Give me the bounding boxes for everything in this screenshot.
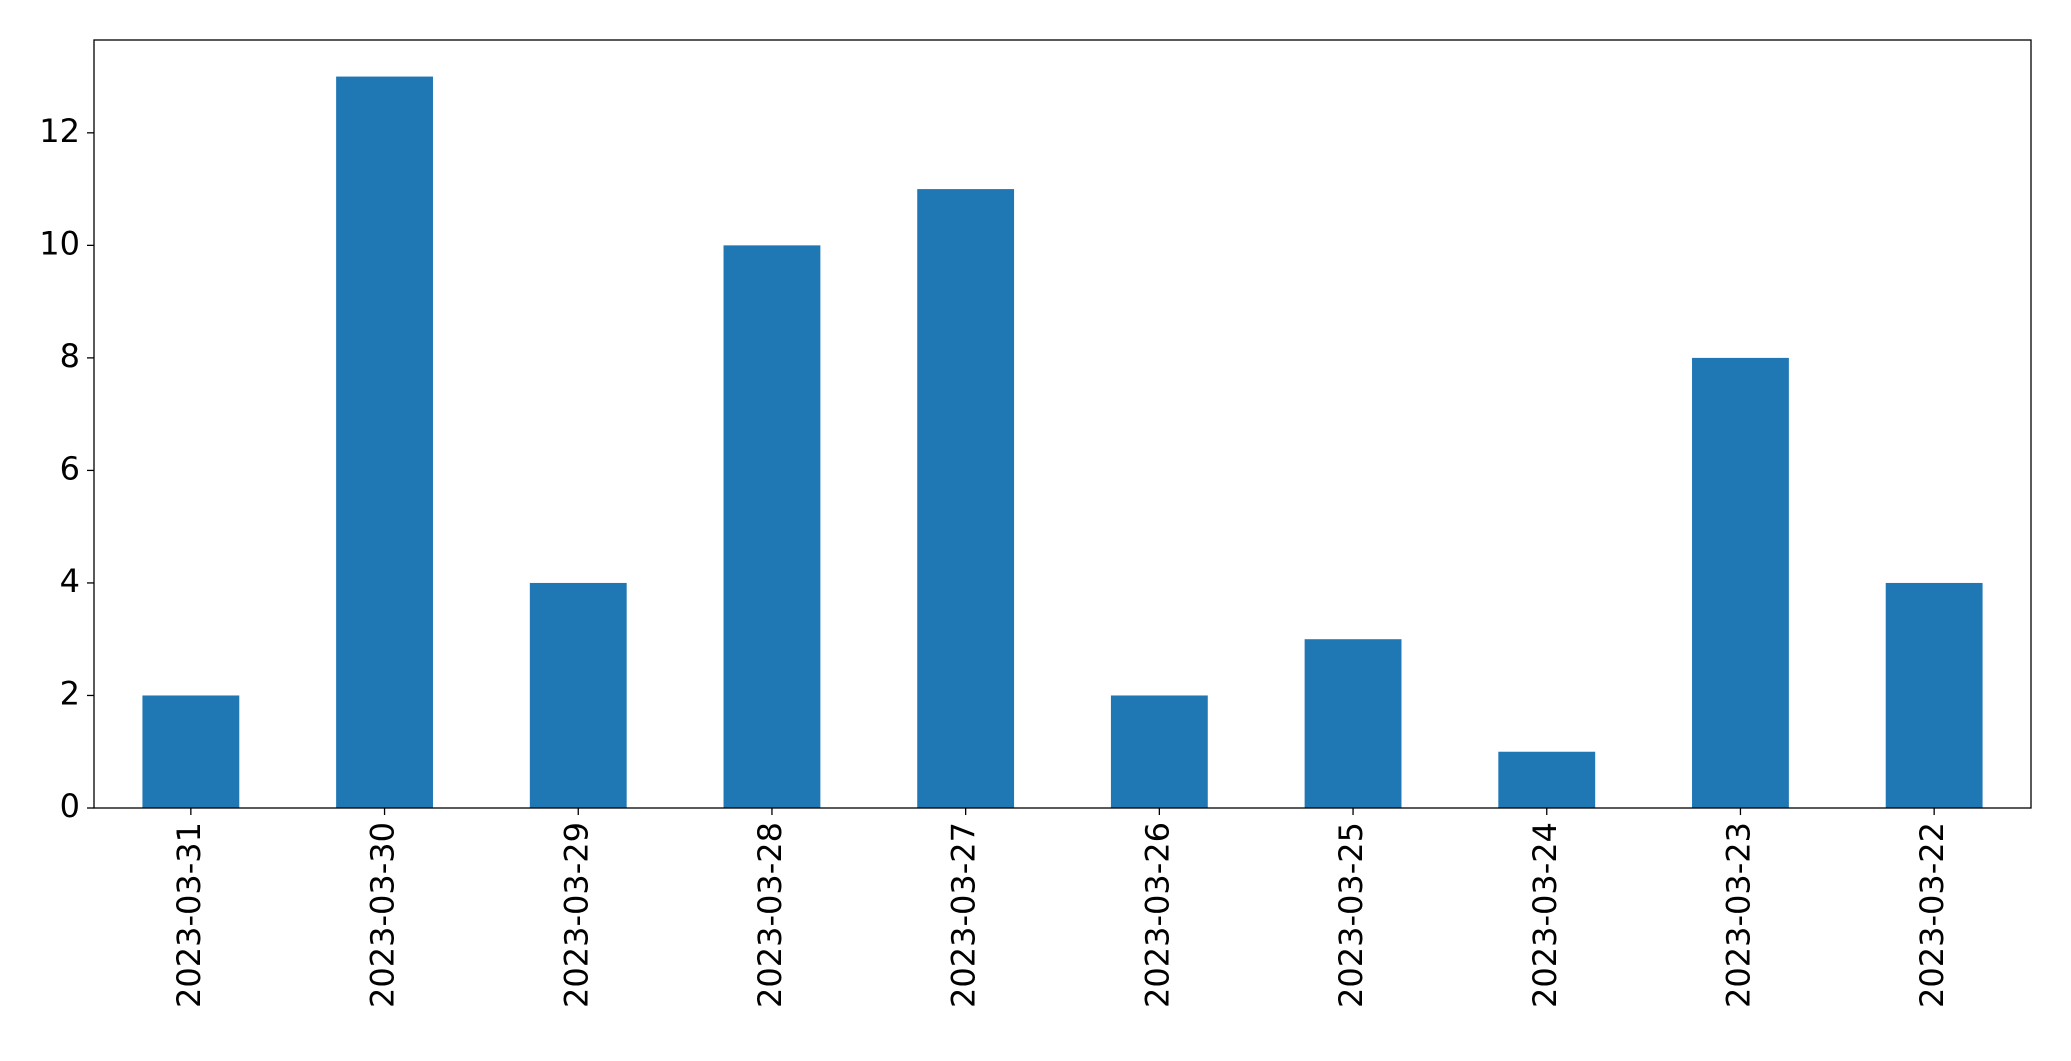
y-tick-label: 12	[39, 112, 80, 150]
bar	[336, 76, 433, 809]
y-tick-label: 6	[60, 449, 80, 487]
bar	[917, 189, 1015, 809]
x-tick-label: 2023-03-24	[1526, 822, 1564, 1008]
x-tick-label: 2023-03-26	[1138, 822, 1176, 1008]
y-tick-label: 4	[60, 562, 80, 600]
bar	[1304, 639, 1402, 808]
axes-frame	[93, 39, 2032, 809]
x-tick-label: 2023-03-31	[170, 822, 208, 1008]
y-tick-label: 10	[39, 224, 80, 262]
x-tick-label: 2023-03-27	[945, 822, 983, 1008]
bar	[1498, 751, 1596, 808]
bar	[723, 245, 821, 808]
bar	[529, 582, 627, 808]
bar	[1885, 582, 1983, 808]
y-tick-label: 2	[60, 674, 80, 712]
bar	[1110, 695, 1208, 808]
bar	[142, 695, 240, 808]
x-tick-label: 2023-03-29	[557, 822, 595, 1008]
bar	[1692, 357, 1789, 808]
x-tick-label: 2023-03-22	[1913, 822, 1951, 1008]
x-tick-label: 2023-03-30	[364, 822, 402, 1008]
y-tick-label: 8	[60, 337, 80, 375]
x-tick-label: 2023-03-28	[751, 822, 789, 1008]
x-tick-label: 2023-03-23	[1719, 822, 1757, 1008]
y-tick-label: 0	[60, 787, 80, 825]
x-tick-label: 2023-03-25	[1332, 822, 1370, 1008]
